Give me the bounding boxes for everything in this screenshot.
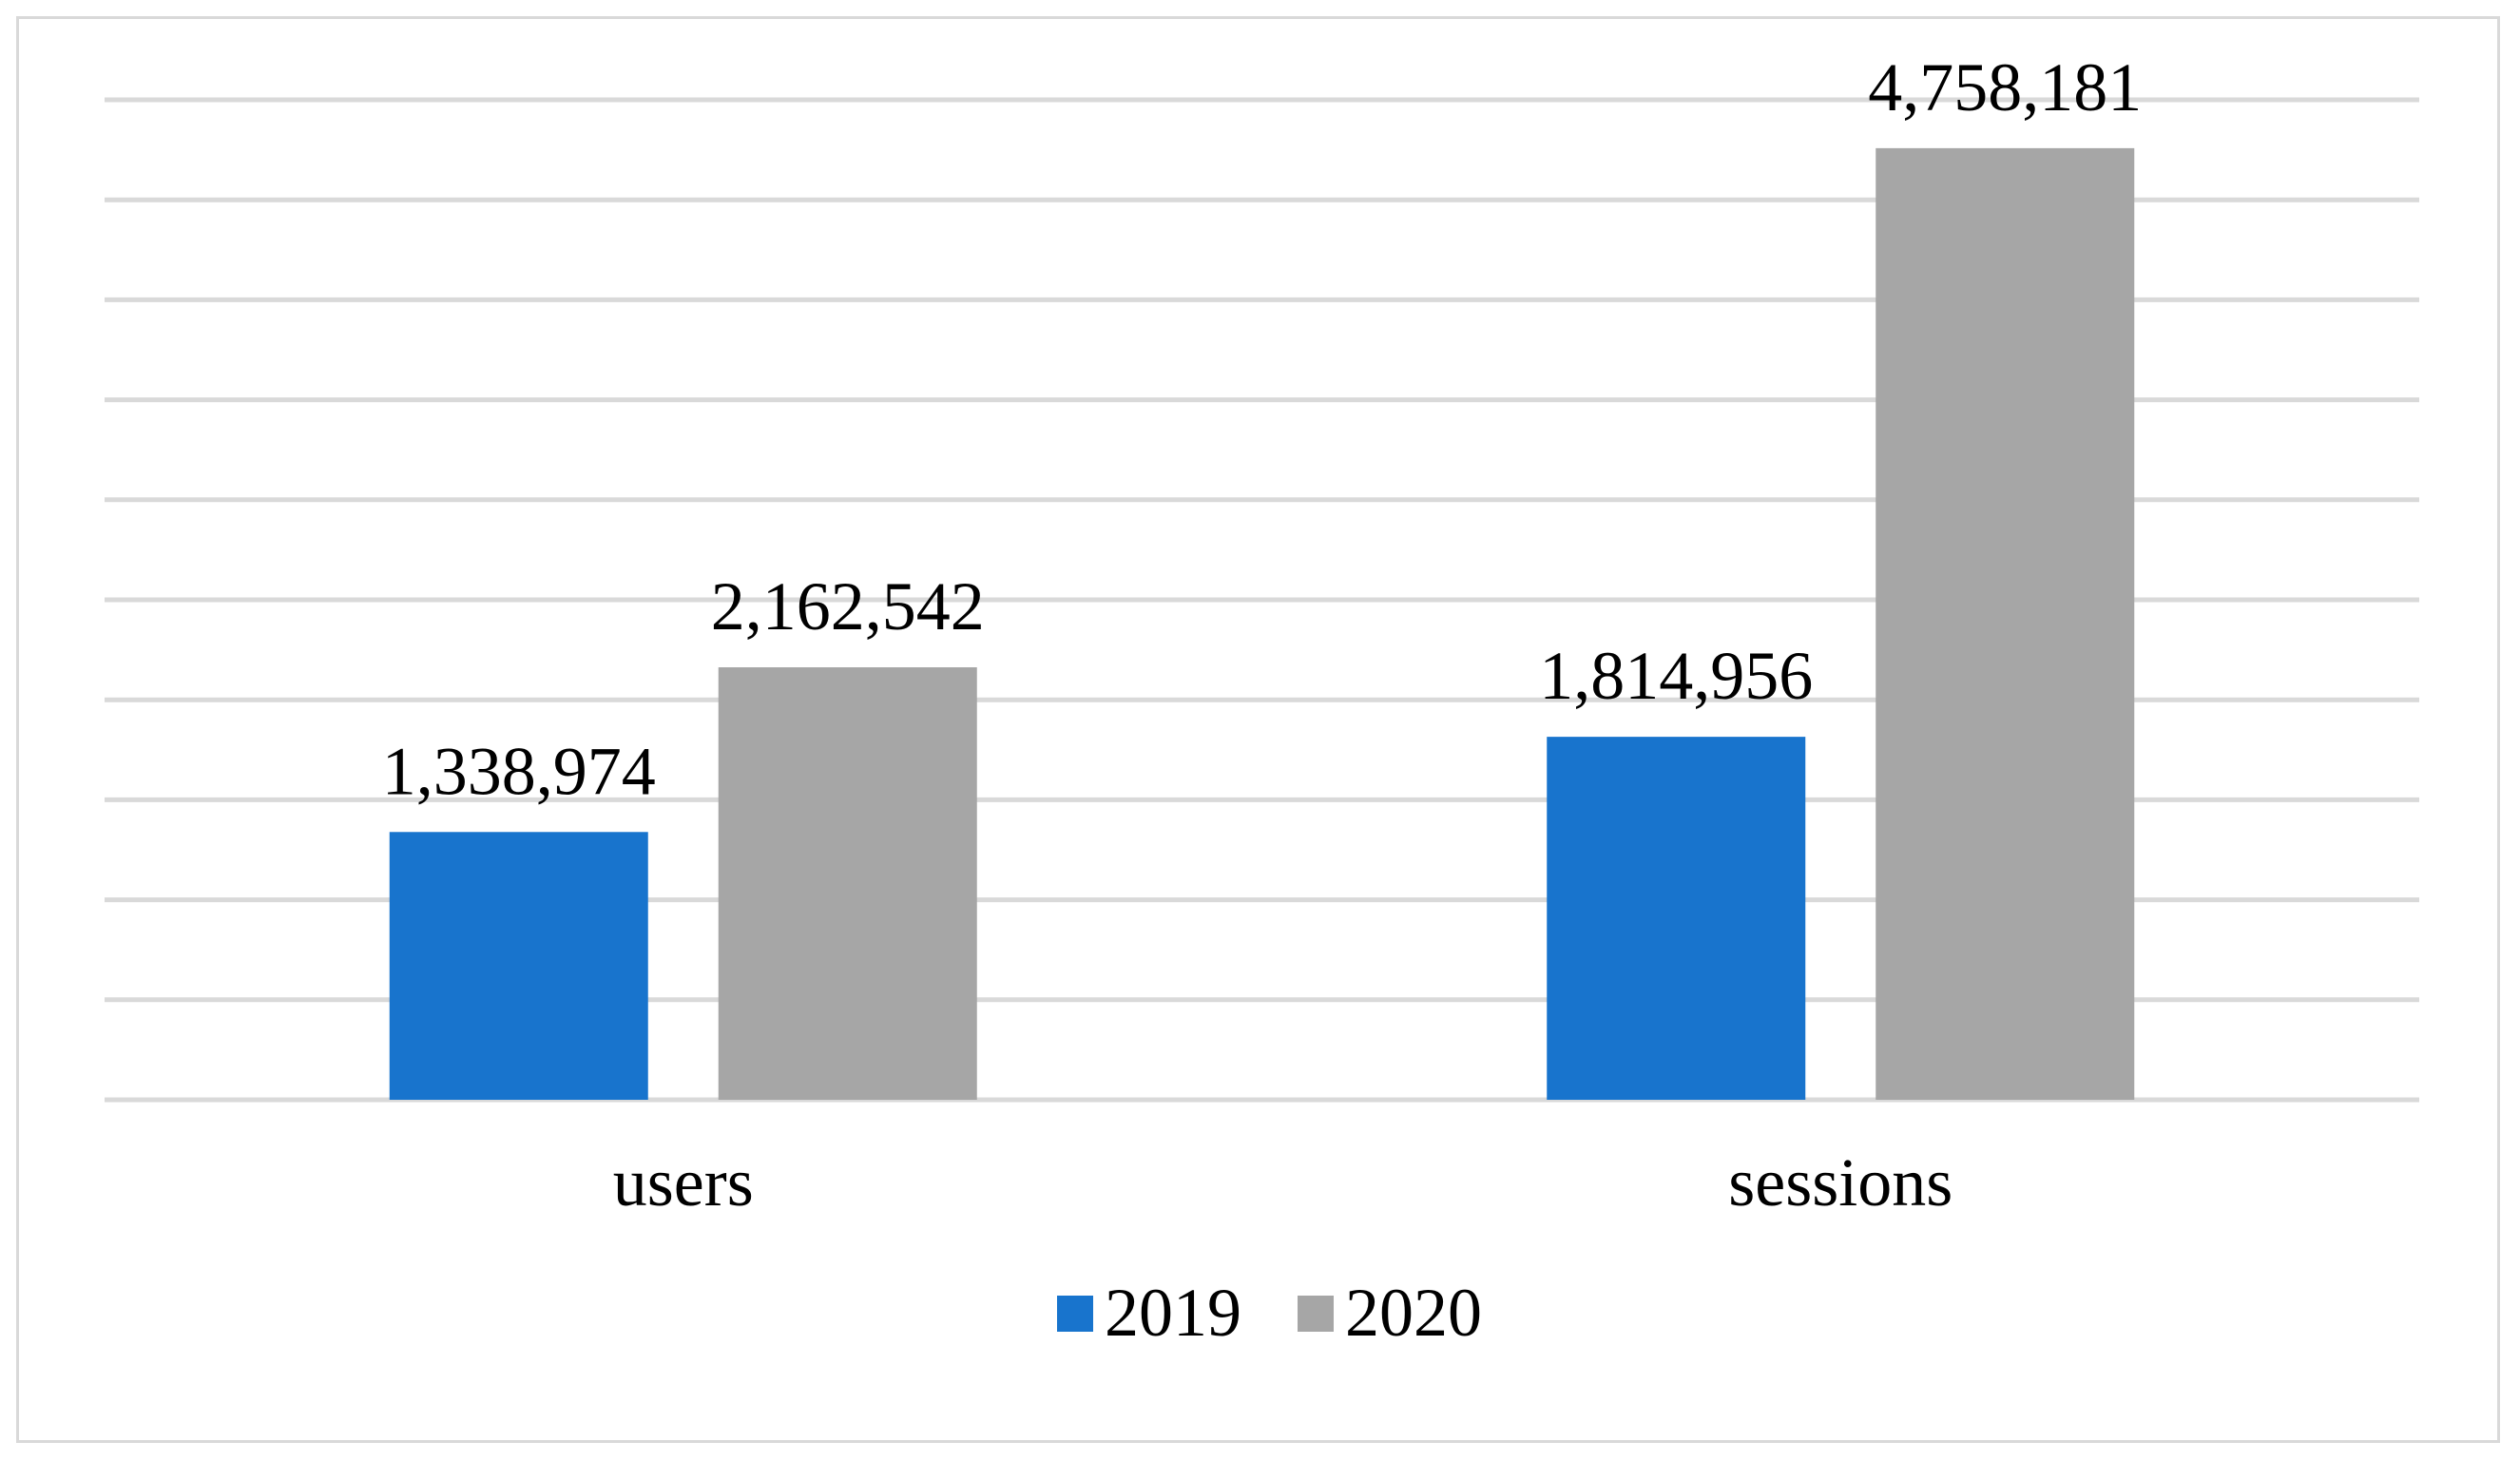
data-label-sessions-2020: 4,758,181: [1868, 49, 2142, 125]
legend-label-2019: 2019: [1105, 1275, 1241, 1351]
bar-users-2020: [718, 667, 977, 1100]
data-label-sessions-2019: 1,814,956: [1539, 638, 1813, 714]
data-label-users-2019: 1,338,974: [382, 733, 656, 809]
data-label-users-2020: 2,162,542: [711, 568, 985, 644]
bar-users-2019: [389, 832, 648, 1100]
bar-sessions-2020: [1876, 147, 2135, 1100]
x-tick-label: users: [613, 1144, 754, 1221]
legend-swatch-2020: [1298, 1296, 1334, 1332]
legend-swatch-2019: [1057, 1296, 1093, 1332]
x-tick-label: sessions: [1728, 1144, 1953, 1221]
legend-label-2020: 2020: [1345, 1275, 1482, 1351]
bar-sessions-2019: [1547, 737, 1806, 1100]
